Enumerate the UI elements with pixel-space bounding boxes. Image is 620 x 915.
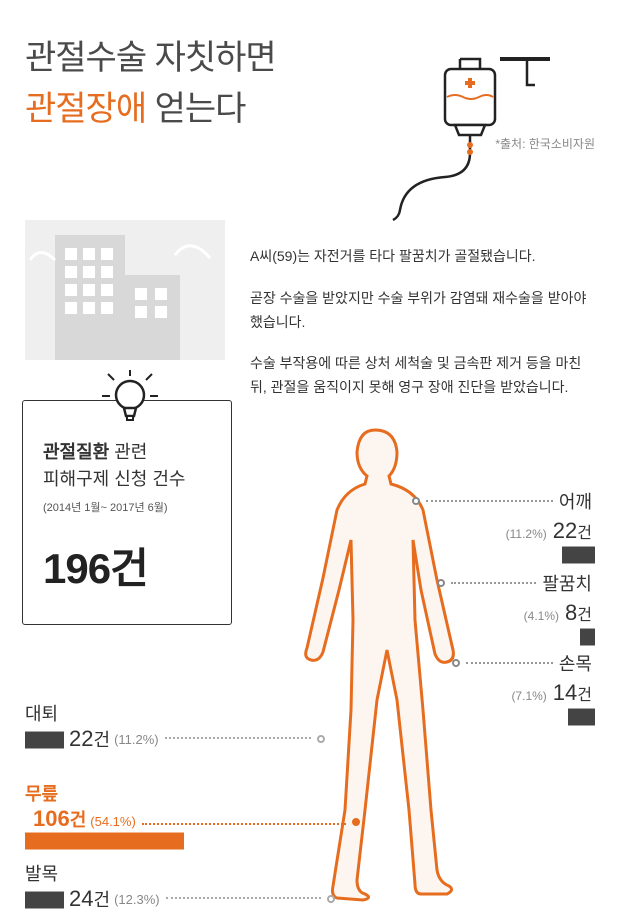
wrist-pct: (7.1%) xyxy=(511,689,546,703)
knee-label: 무릎 xyxy=(25,780,360,806)
elbow-unit: 건 xyxy=(577,607,592,624)
iv-bag-icon xyxy=(385,55,565,240)
part-wrist: 손목 (7.1%) 14건 ████ xyxy=(452,650,592,726)
story-p1: A씨(59)는 자전거를 타다 팔꿈치가 골절됐습니다. xyxy=(250,245,590,269)
thigh-label: 대퇴 xyxy=(25,700,325,726)
title-rest: 얻는다 xyxy=(146,90,245,128)
story-p2: 곧장 수술을 받았지만 수술 부위가 감염돼 재수술을 받아야 했습니다. xyxy=(250,287,590,335)
elbow-count: 8 xyxy=(565,600,577,625)
wrist-unit: 건 xyxy=(577,687,592,704)
ankle-count: 24 xyxy=(69,886,93,911)
part-shoulder: 어깨 (11.2%) 22건 █████ xyxy=(412,488,592,564)
info-title-line2: 피해구제 신청 건수 xyxy=(43,469,185,489)
info-box: 관절질환 관련 피해구제 신청 건수 (2014년 1월~ 2017년 6월) … xyxy=(22,400,232,625)
knee-unit: 건 xyxy=(70,810,87,830)
ankle-pct: (12.3%) xyxy=(114,892,160,907)
info-box-value: 196건 xyxy=(43,535,211,596)
ankle-label: 발목 xyxy=(25,860,335,886)
info-box-title: 관절질환 관련 피해구제 신청 건수 xyxy=(43,439,211,493)
thigh-count: 22 xyxy=(69,726,93,751)
elbow-ticks: ██ xyxy=(580,629,592,646)
building-icon xyxy=(25,220,225,365)
info-title-bold: 관절질환 xyxy=(43,442,109,462)
ankle-unit: 건 xyxy=(94,890,111,910)
thigh-ticks: ██████ xyxy=(25,733,61,748)
shoulder-unit: 건 xyxy=(577,525,592,542)
part-thigh: 대퇴 ██████ 22건 (11.2%) xyxy=(25,700,325,752)
wrist-label: 손목 xyxy=(559,650,592,676)
info-title-rest: 관련 xyxy=(109,442,147,462)
wrist-count: 14 xyxy=(553,680,577,705)
part-ankle: 발목 ██████ 24건 (12.3%) xyxy=(25,860,335,912)
shoulder-pct: (11.2%) xyxy=(506,527,547,541)
knee-count: 106 xyxy=(33,806,70,831)
info-box-date: (2014년 1월~ 2017년 6월) xyxy=(43,499,211,515)
lamp-icon xyxy=(100,370,160,430)
story-text: A씨(59)는 자전거를 타다 팔꿈치가 골절됐습니다. 곧장 수술을 받았지만… xyxy=(250,245,590,418)
elbow-label: 팔꿈치 xyxy=(542,570,592,596)
thigh-pct: (11.2%) xyxy=(114,732,159,747)
shoulder-label: 어깨 xyxy=(559,488,592,514)
story-p3: 수술 부작용에 따른 상처 세척술 및 금속판 제거 등을 마친 뒤, 관절을 … xyxy=(250,352,590,400)
wrist-ticks: ████ xyxy=(568,709,592,726)
thigh-unit: 건 xyxy=(94,730,111,750)
knee-ticks: ██████████████████████████ xyxy=(25,833,181,850)
elbow-pct: (4.1%) xyxy=(524,609,559,623)
part-knee: 무릎 106건 (54.1%) ████████████████████████… xyxy=(25,780,360,849)
part-elbow: 팔꿈치 (4.1%) 8건 ██ xyxy=(437,570,592,646)
ankle-ticks: ██████ xyxy=(25,893,61,908)
shoulder-count: 22 xyxy=(553,518,577,543)
title-accent: 관절장애 xyxy=(25,90,146,128)
shoulder-ticks: █████ xyxy=(562,547,592,564)
knee-pct: (54.1%) xyxy=(90,814,136,829)
